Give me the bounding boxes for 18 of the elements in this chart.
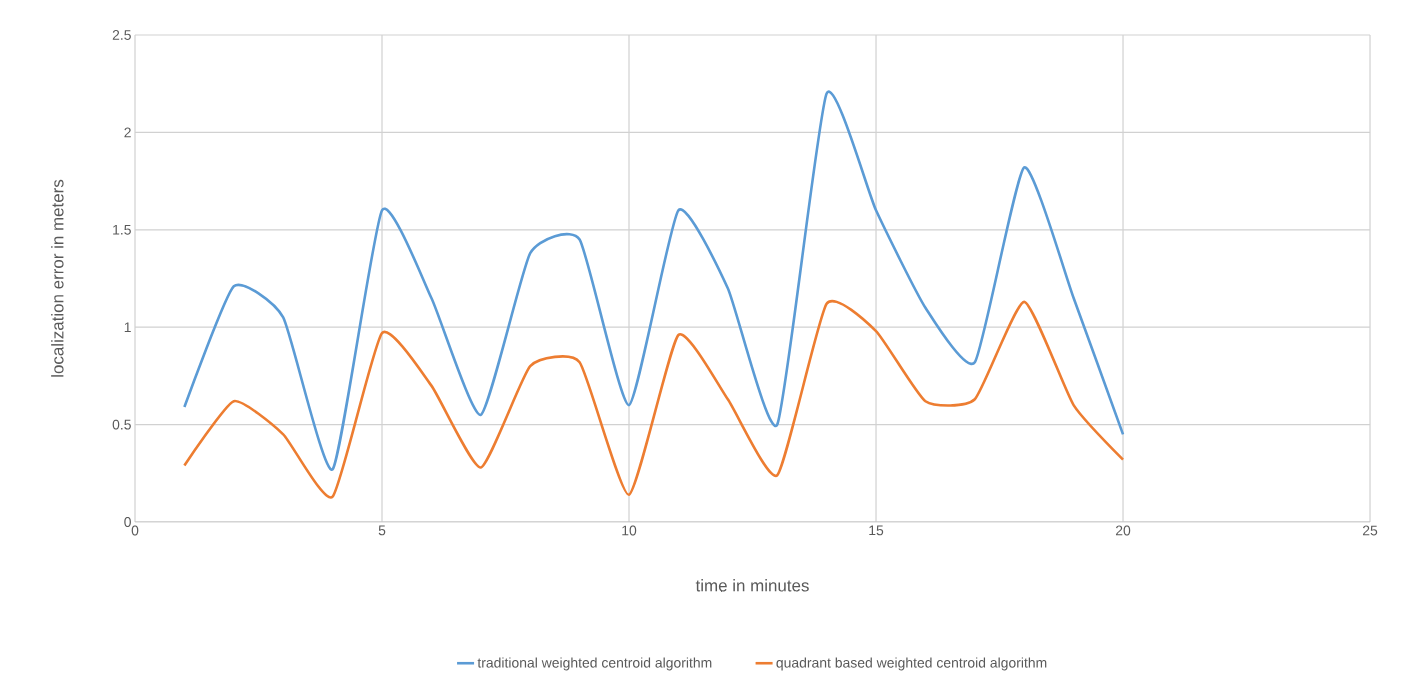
x-axis-title: time in minutes xyxy=(695,579,809,592)
y-tick-label: 1.5 xyxy=(113,224,131,235)
line-series xyxy=(183,92,1125,471)
y-tick-label: 2.5 xyxy=(112,30,131,40)
y-tick-label: 0 xyxy=(124,517,131,527)
x-tick-label: 15 xyxy=(869,525,884,536)
x-tick-label: 20 xyxy=(1115,525,1131,536)
x-tick-label: 5 xyxy=(378,525,386,536)
y-tick-label: 1 xyxy=(124,322,131,332)
line-series xyxy=(183,300,1125,498)
y-axis-title: localization error in meters xyxy=(51,179,64,377)
legend-label: traditional weighted centroid algorithm xyxy=(477,657,712,671)
legend-label: quadrant based weighted centroid algorithm xyxy=(776,657,1047,671)
y-tick-label: 2 xyxy=(124,127,131,138)
y-tick-label: 0.5 xyxy=(112,419,131,430)
x-tick-label: 10 xyxy=(622,525,637,536)
x-tick-label: 25 xyxy=(1362,525,1378,536)
x-tick-label: 0 xyxy=(131,525,139,536)
